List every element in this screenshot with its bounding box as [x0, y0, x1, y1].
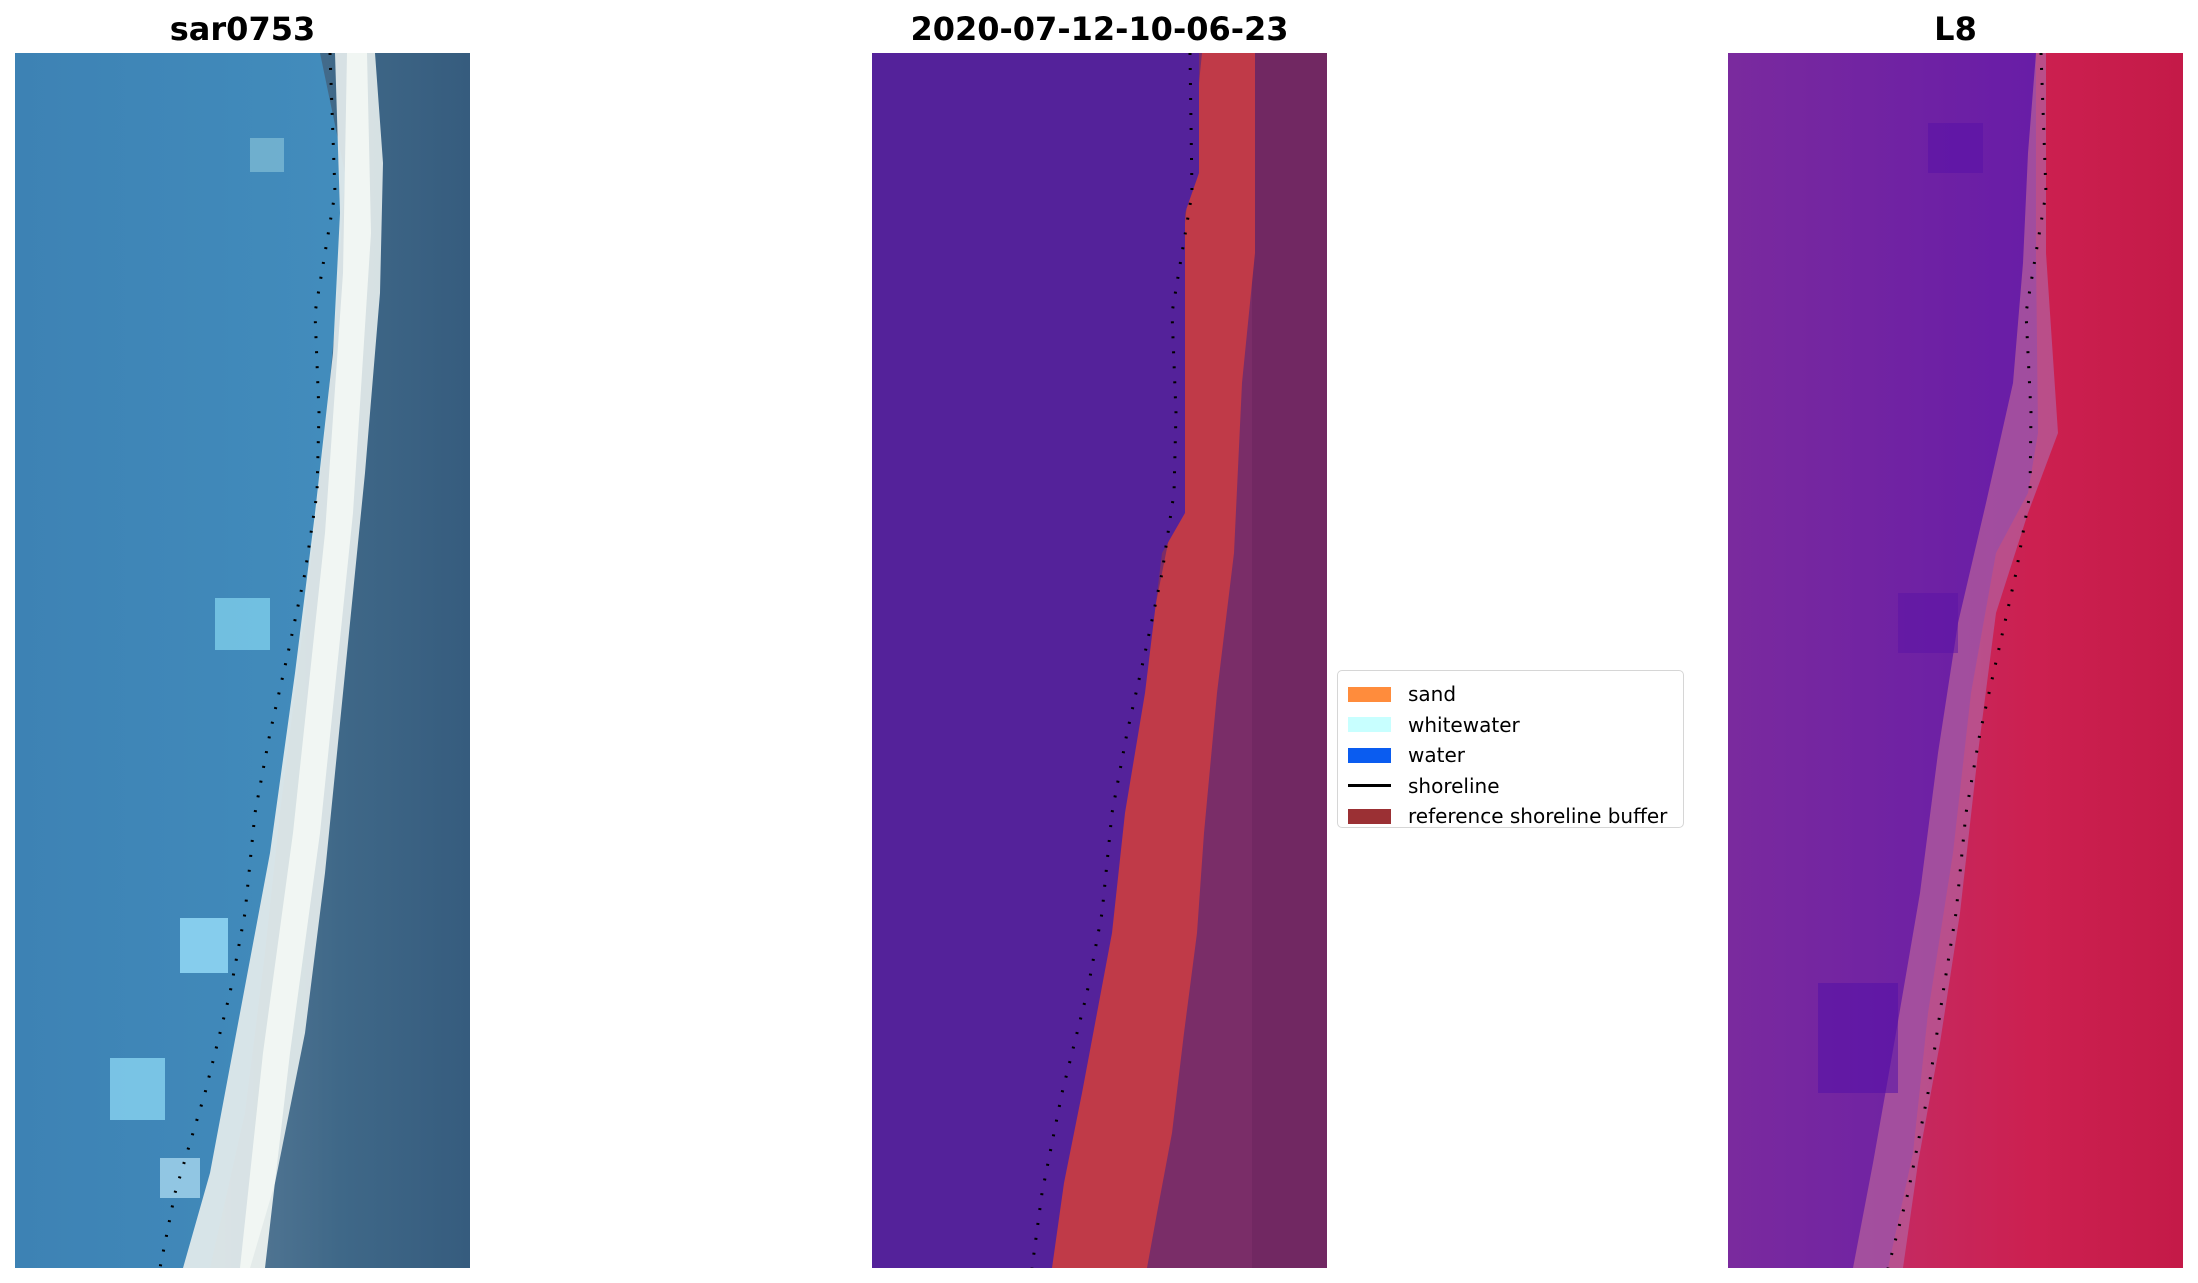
legend: sand whitewater water shoreline referenc…: [1337, 670, 1684, 828]
panel-title-false-color: L8: [1934, 10, 1977, 48]
legend-label: shoreline: [1408, 773, 1500, 798]
sand-swatch: [1348, 686, 1391, 702]
water-swatch: [1348, 747, 1391, 763]
whitewater-swatch: [1348, 717, 1391, 733]
legend-label: whitewater: [1408, 712, 1520, 737]
panel-title-classification: 2020-07-12-10-06-23: [910, 10, 1289, 48]
shoreline-line-swatch: [1348, 784, 1391, 788]
legend-item-reference-buffer: reference shoreline buffer: [1348, 801, 1673, 832]
rgb-satellite-image: [15, 53, 470, 1268]
legend-item-shoreline: shoreline: [1348, 771, 1673, 802]
legend-item-whitewater: whitewater: [1348, 710, 1673, 741]
false-color-image: [1728, 53, 2183, 1268]
legend-item-sand: sand: [1348, 679, 1673, 710]
classification-panel: [872, 53, 1327, 1268]
classified-image: [872, 53, 1327, 1268]
legend-label: water: [1408, 743, 1465, 768]
rgb-image-panel: [15, 53, 470, 1268]
panel-title-rgb: sar0753: [169, 10, 316, 48]
false-color-panel: [1728, 53, 2183, 1268]
legend-label: sand: [1408, 682, 1457, 707]
legend-item-water: water: [1348, 740, 1673, 771]
reference-buffer-swatch: [1348, 808, 1391, 824]
legend-label: reference shoreline buffer: [1408, 804, 1668, 829]
